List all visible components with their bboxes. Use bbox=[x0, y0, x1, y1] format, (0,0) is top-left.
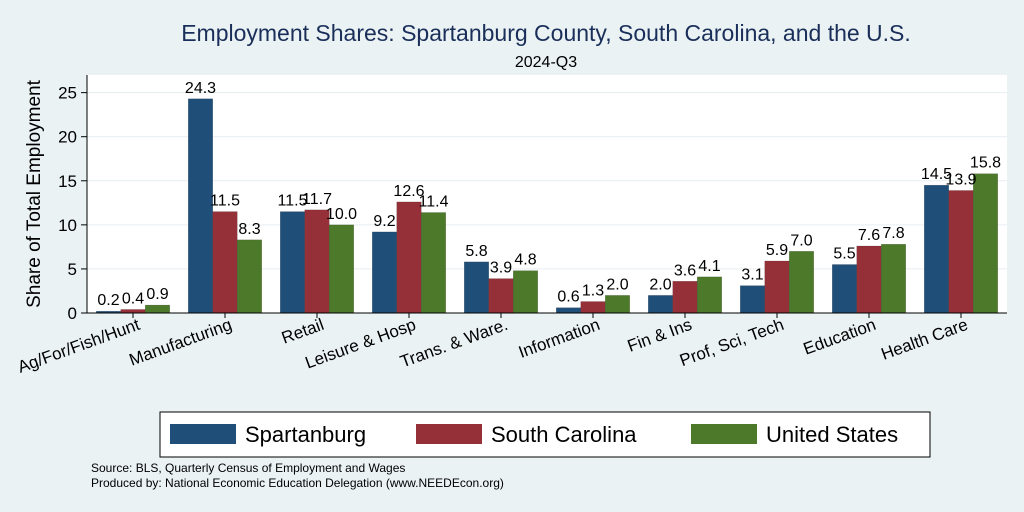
bar bbox=[329, 224, 354, 314]
x-category-label: Health Care bbox=[879, 315, 971, 364]
legend-swatch bbox=[170, 424, 236, 444]
bar bbox=[789, 251, 814, 314]
bar bbox=[372, 231, 397, 314]
data-label: 5.5 bbox=[833, 246, 855, 263]
bar bbox=[464, 261, 489, 314]
data-label: 11.5 bbox=[278, 193, 308, 210]
bar bbox=[280, 211, 305, 314]
y-tick-label: 25 bbox=[58, 84, 77, 103]
x-category-label: Information bbox=[516, 315, 602, 362]
data-label: 2.0 bbox=[649, 276, 671, 293]
bar bbox=[948, 190, 974, 314]
legend-label: Spartanburg bbox=[245, 422, 366, 447]
data-label: 0.9 bbox=[146, 286, 168, 303]
bar bbox=[304, 209, 330, 314]
bar bbox=[212, 211, 238, 314]
data-label: 3.1 bbox=[741, 267, 763, 284]
bar bbox=[648, 295, 673, 314]
data-label: 4.1 bbox=[698, 258, 720, 275]
data-label: 12.6 bbox=[393, 183, 424, 200]
data-label: 0.6 bbox=[557, 289, 579, 306]
bar bbox=[513, 270, 538, 314]
data-label: 0.2 bbox=[97, 292, 119, 309]
bars bbox=[96, 98, 998, 314]
data-label: 7.6 bbox=[858, 227, 880, 244]
bar bbox=[832, 264, 857, 314]
bar bbox=[764, 260, 790, 314]
data-label: 15.8 bbox=[970, 155, 1001, 172]
bar bbox=[120, 309, 146, 314]
data-label: 11.7 bbox=[302, 191, 332, 208]
bar bbox=[488, 278, 514, 314]
legend-swatch bbox=[416, 424, 482, 444]
data-label: 4.8 bbox=[514, 252, 536, 269]
bar bbox=[556, 307, 581, 314]
x-category-label: Retail bbox=[279, 315, 326, 348]
x-category-label: Manufacturing bbox=[127, 315, 235, 370]
bar bbox=[237, 239, 262, 314]
bar bbox=[188, 98, 213, 314]
bar bbox=[396, 201, 422, 314]
data-label: 1.3 bbox=[582, 283, 604, 300]
data-label: 11.5 bbox=[210, 193, 240, 210]
bar bbox=[856, 245, 882, 314]
y-tick-label: 15 bbox=[58, 172, 77, 191]
y-tick-label: 20 bbox=[58, 128, 77, 147]
data-label: 2.0 bbox=[606, 276, 628, 293]
data-label: 8.3 bbox=[238, 221, 260, 238]
chart-subtitle: 2024-Q3 bbox=[515, 54, 577, 71]
legend-label: South Carolina bbox=[491, 422, 637, 447]
bar bbox=[973, 173, 998, 314]
data-label: 5.8 bbox=[465, 243, 487, 260]
data-label: 13.9 bbox=[945, 171, 976, 188]
x-category-label: Ag/For/Fish/Hunt bbox=[15, 315, 142, 377]
data-label: 11.4 bbox=[419, 194, 449, 211]
y-tick-label: 0 bbox=[68, 304, 77, 323]
data-label: 7.8 bbox=[882, 225, 904, 242]
x-category-label: Education bbox=[801, 315, 879, 359]
legend: Spartanburg South Carolina United States bbox=[170, 422, 898, 447]
data-label: 10.0 bbox=[326, 206, 357, 223]
legend-label: United States bbox=[766, 422, 898, 447]
y-ticks: 0 5 10 15 20 25 bbox=[58, 84, 87, 323]
bar bbox=[421, 212, 446, 314]
y-axis-title: Share of Total Employment bbox=[24, 79, 45, 307]
bar bbox=[881, 243, 906, 314]
bar bbox=[672, 281, 698, 314]
produced-by-note: Produced by: National Economic Education… bbox=[91, 476, 504, 490]
data-label: 24.3 bbox=[185, 80, 216, 97]
bar bbox=[605, 295, 630, 314]
y-tick-label: 10 bbox=[58, 216, 77, 235]
data-label: 9.2 bbox=[373, 213, 395, 230]
bar bbox=[740, 285, 765, 314]
legend-swatch bbox=[691, 424, 757, 444]
data-label: 5.9 bbox=[766, 242, 788, 259]
data-label: 14.5 bbox=[921, 166, 952, 183]
data-label: 0.4 bbox=[122, 290, 144, 307]
bar bbox=[580, 301, 606, 314]
bar bbox=[697, 276, 722, 314]
x-category-label: Prof, Sci, Tech bbox=[677, 315, 786, 370]
source-note: Source: BLS, Quarterly Census of Employm… bbox=[91, 461, 405, 475]
bar bbox=[924, 184, 949, 314]
data-labels: 0.2 0.4 0.924.311.58.311.511.710.0 9.212.61… bbox=[97, 80, 1001, 309]
legend-box bbox=[159, 411, 931, 458]
data-label: 7.0 bbox=[790, 232, 812, 249]
bar bbox=[145, 304, 170, 314]
data-label: 3.9 bbox=[490, 260, 512, 277]
data-label: 3.6 bbox=[674, 262, 696, 279]
chart-title: Employment Shares: Spartanburg County, S… bbox=[181, 20, 911, 46]
y-tick-label: 5 bbox=[68, 260, 77, 279]
